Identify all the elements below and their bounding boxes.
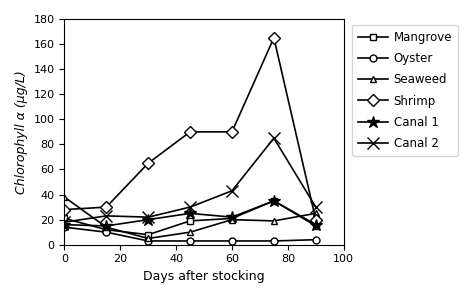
Oyster (313, 238, 319, 241)
Mangrove (313, 224, 319, 228)
Oyster (229, 239, 235, 243)
Shrimp (229, 130, 235, 134)
Mangrove (103, 228, 109, 232)
Seaweed (146, 237, 151, 240)
Oyster (146, 239, 151, 243)
Seaweed (187, 230, 193, 234)
Canal 2 (271, 136, 277, 140)
Seaweed (313, 212, 319, 215)
Shrimp (187, 130, 193, 134)
Mangrove (229, 217, 235, 220)
Line: Canal 2: Canal 2 (59, 133, 321, 228)
Canal 1 (229, 215, 235, 219)
Shrimp (271, 36, 277, 40)
Oyster (187, 239, 193, 243)
Canal 2 (62, 220, 67, 224)
Mangrove (187, 219, 193, 223)
Shrimp (103, 205, 109, 209)
Seaweed (229, 218, 235, 221)
Mangrove (62, 217, 67, 220)
Canal 1 (313, 223, 319, 226)
Line: Mangrove: Mangrove (61, 197, 319, 238)
Line: Canal 1: Canal 1 (58, 195, 322, 232)
Oyster (103, 230, 109, 234)
Line: Seaweed: Seaweed (61, 194, 319, 242)
Canal 2 (103, 214, 109, 218)
Canal 2 (313, 205, 319, 209)
Canal 2 (187, 205, 193, 209)
Seaweed (103, 225, 109, 229)
Canal 1 (146, 218, 151, 221)
Oyster (62, 225, 67, 229)
Canal 2 (146, 215, 151, 219)
Seaweed (62, 195, 67, 199)
Mangrove (146, 233, 151, 237)
Line: Shrimp: Shrimp (60, 34, 320, 224)
Oyster (271, 239, 277, 243)
Mangrove (271, 199, 277, 203)
Canal 1 (103, 224, 109, 228)
Canal 1 (187, 212, 193, 215)
Legend: Mangrove, Oyster, Seaweed, Shrimp, Canal 1, Canal 2: Mangrove, Oyster, Seaweed, Shrimp, Canal… (352, 25, 458, 156)
Seaweed (271, 219, 277, 223)
Shrimp (62, 208, 67, 211)
Canal 2 (229, 189, 235, 193)
Canal 1 (62, 223, 67, 226)
Shrimp (146, 162, 151, 165)
Canal 1 (271, 199, 277, 203)
X-axis label: Days after stocking: Days after stocking (143, 270, 265, 283)
Shrimp (313, 218, 319, 221)
Line: Oyster: Oyster (61, 224, 319, 244)
Y-axis label: Chlorophyll α (μg/L): Chlorophyll α (μg/L) (15, 70, 28, 194)
